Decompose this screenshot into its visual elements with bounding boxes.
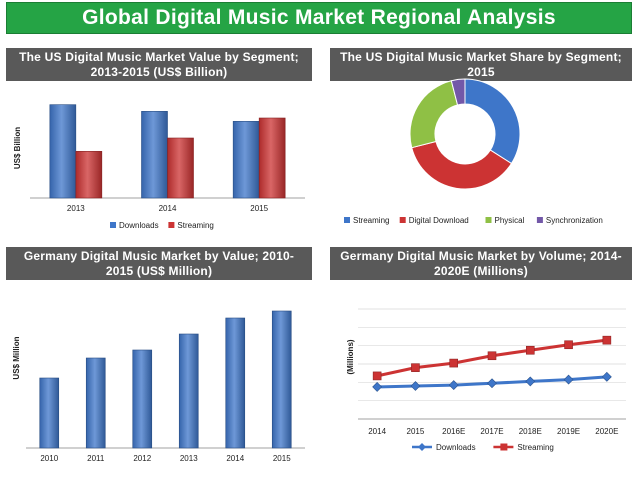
point-downloads-2017E bbox=[487, 378, 497, 389]
x-tick-label: 2020E bbox=[595, 427, 618, 436]
legend-label-digital-download: Digital Download bbox=[409, 216, 469, 225]
bar-streaming-2013 bbox=[75, 151, 103, 199]
slice-synchronization bbox=[450, 78, 466, 106]
x-tick-label: 2015 bbox=[250, 204, 268, 213]
y-axis-label: US$ Billion bbox=[13, 127, 22, 169]
point-streaming-2015 bbox=[411, 363, 420, 372]
bar-2013 bbox=[178, 333, 199, 449]
legend-label-synchronization: Synchronization bbox=[546, 216, 603, 225]
x-tick-label: 2019E bbox=[557, 427, 580, 436]
x-tick-label: 2010 bbox=[40, 454, 58, 463]
point-streaming-2019E bbox=[564, 340, 573, 350]
x-tick-label: 2014 bbox=[159, 204, 177, 213]
legend-marker-downloads bbox=[418, 443, 426, 451]
point-downloads-2019E bbox=[563, 374, 574, 385]
point-streaming-2018E bbox=[525, 345, 535, 355]
de-volume-line-chart: 2014 2015 2016E 2017E 2018E 2019E 2020E (Millio… bbox=[346, 308, 626, 452]
x-tick-label: 2017E bbox=[480, 427, 503, 436]
point-streaming-2017E bbox=[487, 351, 497, 361]
bar-2014 bbox=[225, 317, 246, 449]
de-value-chart-title: Germany Digital Music Market by Value; 2… bbox=[6, 247, 312, 280]
point-streaming-2020E bbox=[602, 335, 612, 345]
legend-label-streaming: Streaming bbox=[177, 221, 213, 230]
legend-label-downloads: Downloads bbox=[119, 221, 159, 230]
us-value-bar-chart: 2013 2014 2015 US$ Billion Downloads Streamin… bbox=[13, 104, 305, 230]
x-tick-label: 2011 bbox=[87, 454, 105, 463]
legend-label-downloads: Downloads bbox=[436, 443, 476, 452]
page-title: Global Digital Music Market Regional Ana… bbox=[82, 6, 556, 29]
point-downloads-2014 bbox=[372, 381, 383, 392]
legend-label-streaming: Streaming bbox=[517, 443, 553, 452]
bar-2012 bbox=[132, 349, 153, 449]
x-tick-label: 2014 bbox=[368, 427, 386, 436]
y-axis-label: US$ Million bbox=[12, 336, 21, 379]
x-tick-label: 2016E bbox=[442, 427, 465, 436]
legend-swatch-streaming bbox=[168, 222, 175, 228]
legend-swatch-digital-download bbox=[399, 217, 406, 223]
slice-physical bbox=[409, 80, 459, 149]
y-axis-label: (Millions) bbox=[346, 339, 355, 374]
bar-2010 bbox=[39, 377, 60, 449]
legend-swatch-streaming bbox=[344, 217, 350, 223]
x-tick-label: 2015 bbox=[273, 454, 291, 463]
legend-marker-streaming bbox=[500, 443, 508, 451]
legend-label-physical: Physical bbox=[495, 216, 525, 225]
slice-digital-download bbox=[411, 140, 513, 190]
x-tick-label: 2015 bbox=[407, 427, 425, 436]
bar-downloads-2015 bbox=[232, 121, 260, 199]
x-tick-label: 2018E bbox=[519, 427, 542, 436]
us-share-donut-chart: Streaming Digital Download Physical Synchro… bbox=[344, 78, 603, 225]
us-value-chart-title: The US Digital Music Market Value by Seg… bbox=[6, 48, 312, 81]
bar-downloads-2013 bbox=[49, 104, 77, 199]
de-volume-chart-title: Germany Digital Music Market by Volume; … bbox=[330, 247, 632, 280]
bar-streaming-2014 bbox=[167, 137, 194, 199]
bar-2011 bbox=[85, 357, 106, 449]
point-downloads-2020E bbox=[601, 371, 612, 382]
page-banner: Global Digital Music Market Regional Ana… bbox=[6, 2, 632, 34]
us-share-chart-title: The US Digital Music Market Share by Seg… bbox=[330, 48, 632, 81]
slice-streaming bbox=[464, 78, 521, 165]
point-streaming-2014 bbox=[372, 371, 382, 381]
x-tick-label: 2014 bbox=[226, 454, 244, 463]
x-tick-label: 2013 bbox=[180, 454, 198, 463]
legend-swatch-physical bbox=[485, 217, 492, 223]
de-value-bar-chart: 2010 2011 2012 2013 2014 2015 US$ Million bbox=[12, 310, 305, 463]
x-tick-label: 2012 bbox=[133, 454, 151, 463]
point-downloads-2015 bbox=[410, 381, 421, 391]
bar-downloads-2014 bbox=[141, 111, 168, 199]
point-streaming-2016E bbox=[449, 358, 459, 368]
x-tick-label: 2013 bbox=[67, 204, 85, 213]
bar-streaming-2015 bbox=[258, 117, 286, 199]
bar-2015 bbox=[271, 310, 292, 449]
legend-swatch-synchronization bbox=[536, 217, 543, 223]
point-downloads-2018E bbox=[525, 376, 536, 387]
legend-label-streaming: Streaming bbox=[353, 216, 389, 225]
point-downloads-2016E bbox=[448, 380, 459, 391]
legend-swatch-downloads bbox=[110, 222, 116, 228]
